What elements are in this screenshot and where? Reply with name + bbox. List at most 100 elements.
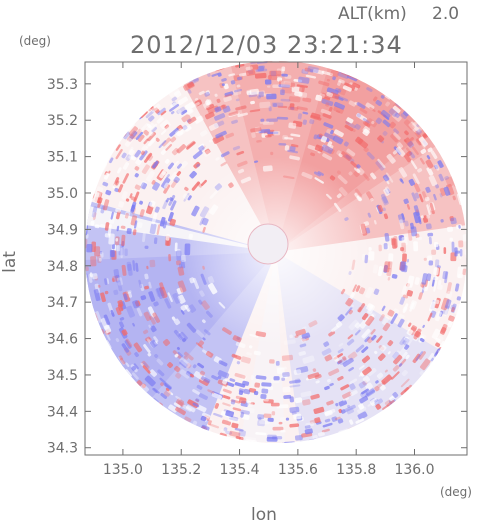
speckle-cell [410,222,415,230]
speckle-cell [355,344,365,353]
speckle-cell [338,399,348,407]
speckle-cell [128,126,138,137]
speckle-cell [392,150,398,155]
speckle-cell [431,249,437,255]
speckle-cell [302,111,309,115]
speckle-cell [257,414,265,420]
speckle-cell [420,215,424,219]
speckle-cell [324,385,330,391]
speckle-cell [118,356,125,366]
speckle-cell [419,337,425,343]
speckle-cell [310,393,320,400]
speckle-cell [144,336,151,342]
speckle-cell [412,353,421,364]
speckle-cell [151,212,158,225]
speckle-cell [402,303,409,314]
speckle-cell [184,125,192,132]
speckle-cell [450,217,457,225]
speckle-cell [136,307,143,317]
speckle-cell [376,335,383,343]
speckle-cell [127,263,133,276]
speckle-cell [228,73,235,77]
speckle-cell [354,123,361,130]
speckle-cell [135,262,139,272]
speckle-cell [416,209,419,213]
speckle-cell [133,220,138,229]
speckle-cell [358,403,365,410]
speckle-cell [97,284,101,288]
speckle-cell [124,211,131,218]
speckle-cell [393,236,399,248]
speckle-cell [380,193,388,204]
speckle-cell [176,250,182,261]
speckle-cell [279,417,287,422]
speckle-cell [198,393,208,400]
speckle-cell [214,403,220,409]
speckle-cell [177,109,183,116]
speckle-cell [146,337,152,343]
speckle-cell [154,353,159,359]
speckle-cell [326,91,333,98]
speckle-cell [179,369,191,379]
speckle-cell [164,382,172,390]
speckle-cell [264,135,272,138]
speckle-cell [271,444,280,447]
speckle-cell [410,325,418,332]
speckle-cell [131,365,137,371]
speckle-cell [448,315,455,322]
speckle-cell [328,368,340,376]
speckle-cell [376,372,384,379]
speckle-cell [403,119,415,131]
speckle-cell [266,93,277,100]
speckle-cell [400,387,409,396]
speckle-cell [117,280,123,292]
speckle-cell [337,174,348,185]
speckle-cell [91,206,98,218]
speckle-cell [297,113,303,120]
speckle-cell [291,86,302,93]
speckle-cell [154,206,160,213]
speckle-cell [310,152,316,157]
speckle-cell [349,419,354,425]
speckle-cell [321,428,330,433]
speckle-cell [356,102,366,109]
speckle-cell [425,186,431,193]
speckle-cell [363,173,370,181]
speckle-cell [310,112,321,120]
speckle-cell [404,220,409,227]
y-tick-label: 34.4 [47,404,78,420]
speckle-cell [281,374,288,379]
speckle-cell [231,119,238,125]
speckle-cell [321,144,329,151]
speckle-cell [102,199,110,211]
speckle-cell [211,375,219,381]
speckle-cell [177,163,182,169]
speckle-cell [342,391,352,399]
speckle-cell [257,95,261,99]
speckle-cell [314,417,321,424]
speckle-cell [113,176,120,187]
speckle-cell [302,355,315,364]
speckle-cell [305,74,317,79]
speckle-cell [121,130,131,140]
speckle-cell [126,305,135,318]
x-tick-label: 135.0 [103,462,143,478]
speckle-cell [420,148,427,155]
speckle-cell [111,243,115,250]
speckle-cell [149,223,157,235]
speckle-cell [307,66,319,73]
speckle-cell [187,116,197,125]
speckle-cell [413,241,419,252]
speckle-cell [361,328,371,339]
speckle-cell [446,226,454,232]
speckle-cell [223,427,228,432]
speckle-cell [120,234,126,246]
speckle-cell [443,186,451,196]
speckle-cell [322,113,332,119]
speckle-cell [114,187,119,193]
speckle-cell [394,112,400,118]
speckle-cell [263,413,272,418]
speckle-cell [431,328,441,340]
speckle-cell [134,352,139,358]
speckle-cell [240,409,250,415]
